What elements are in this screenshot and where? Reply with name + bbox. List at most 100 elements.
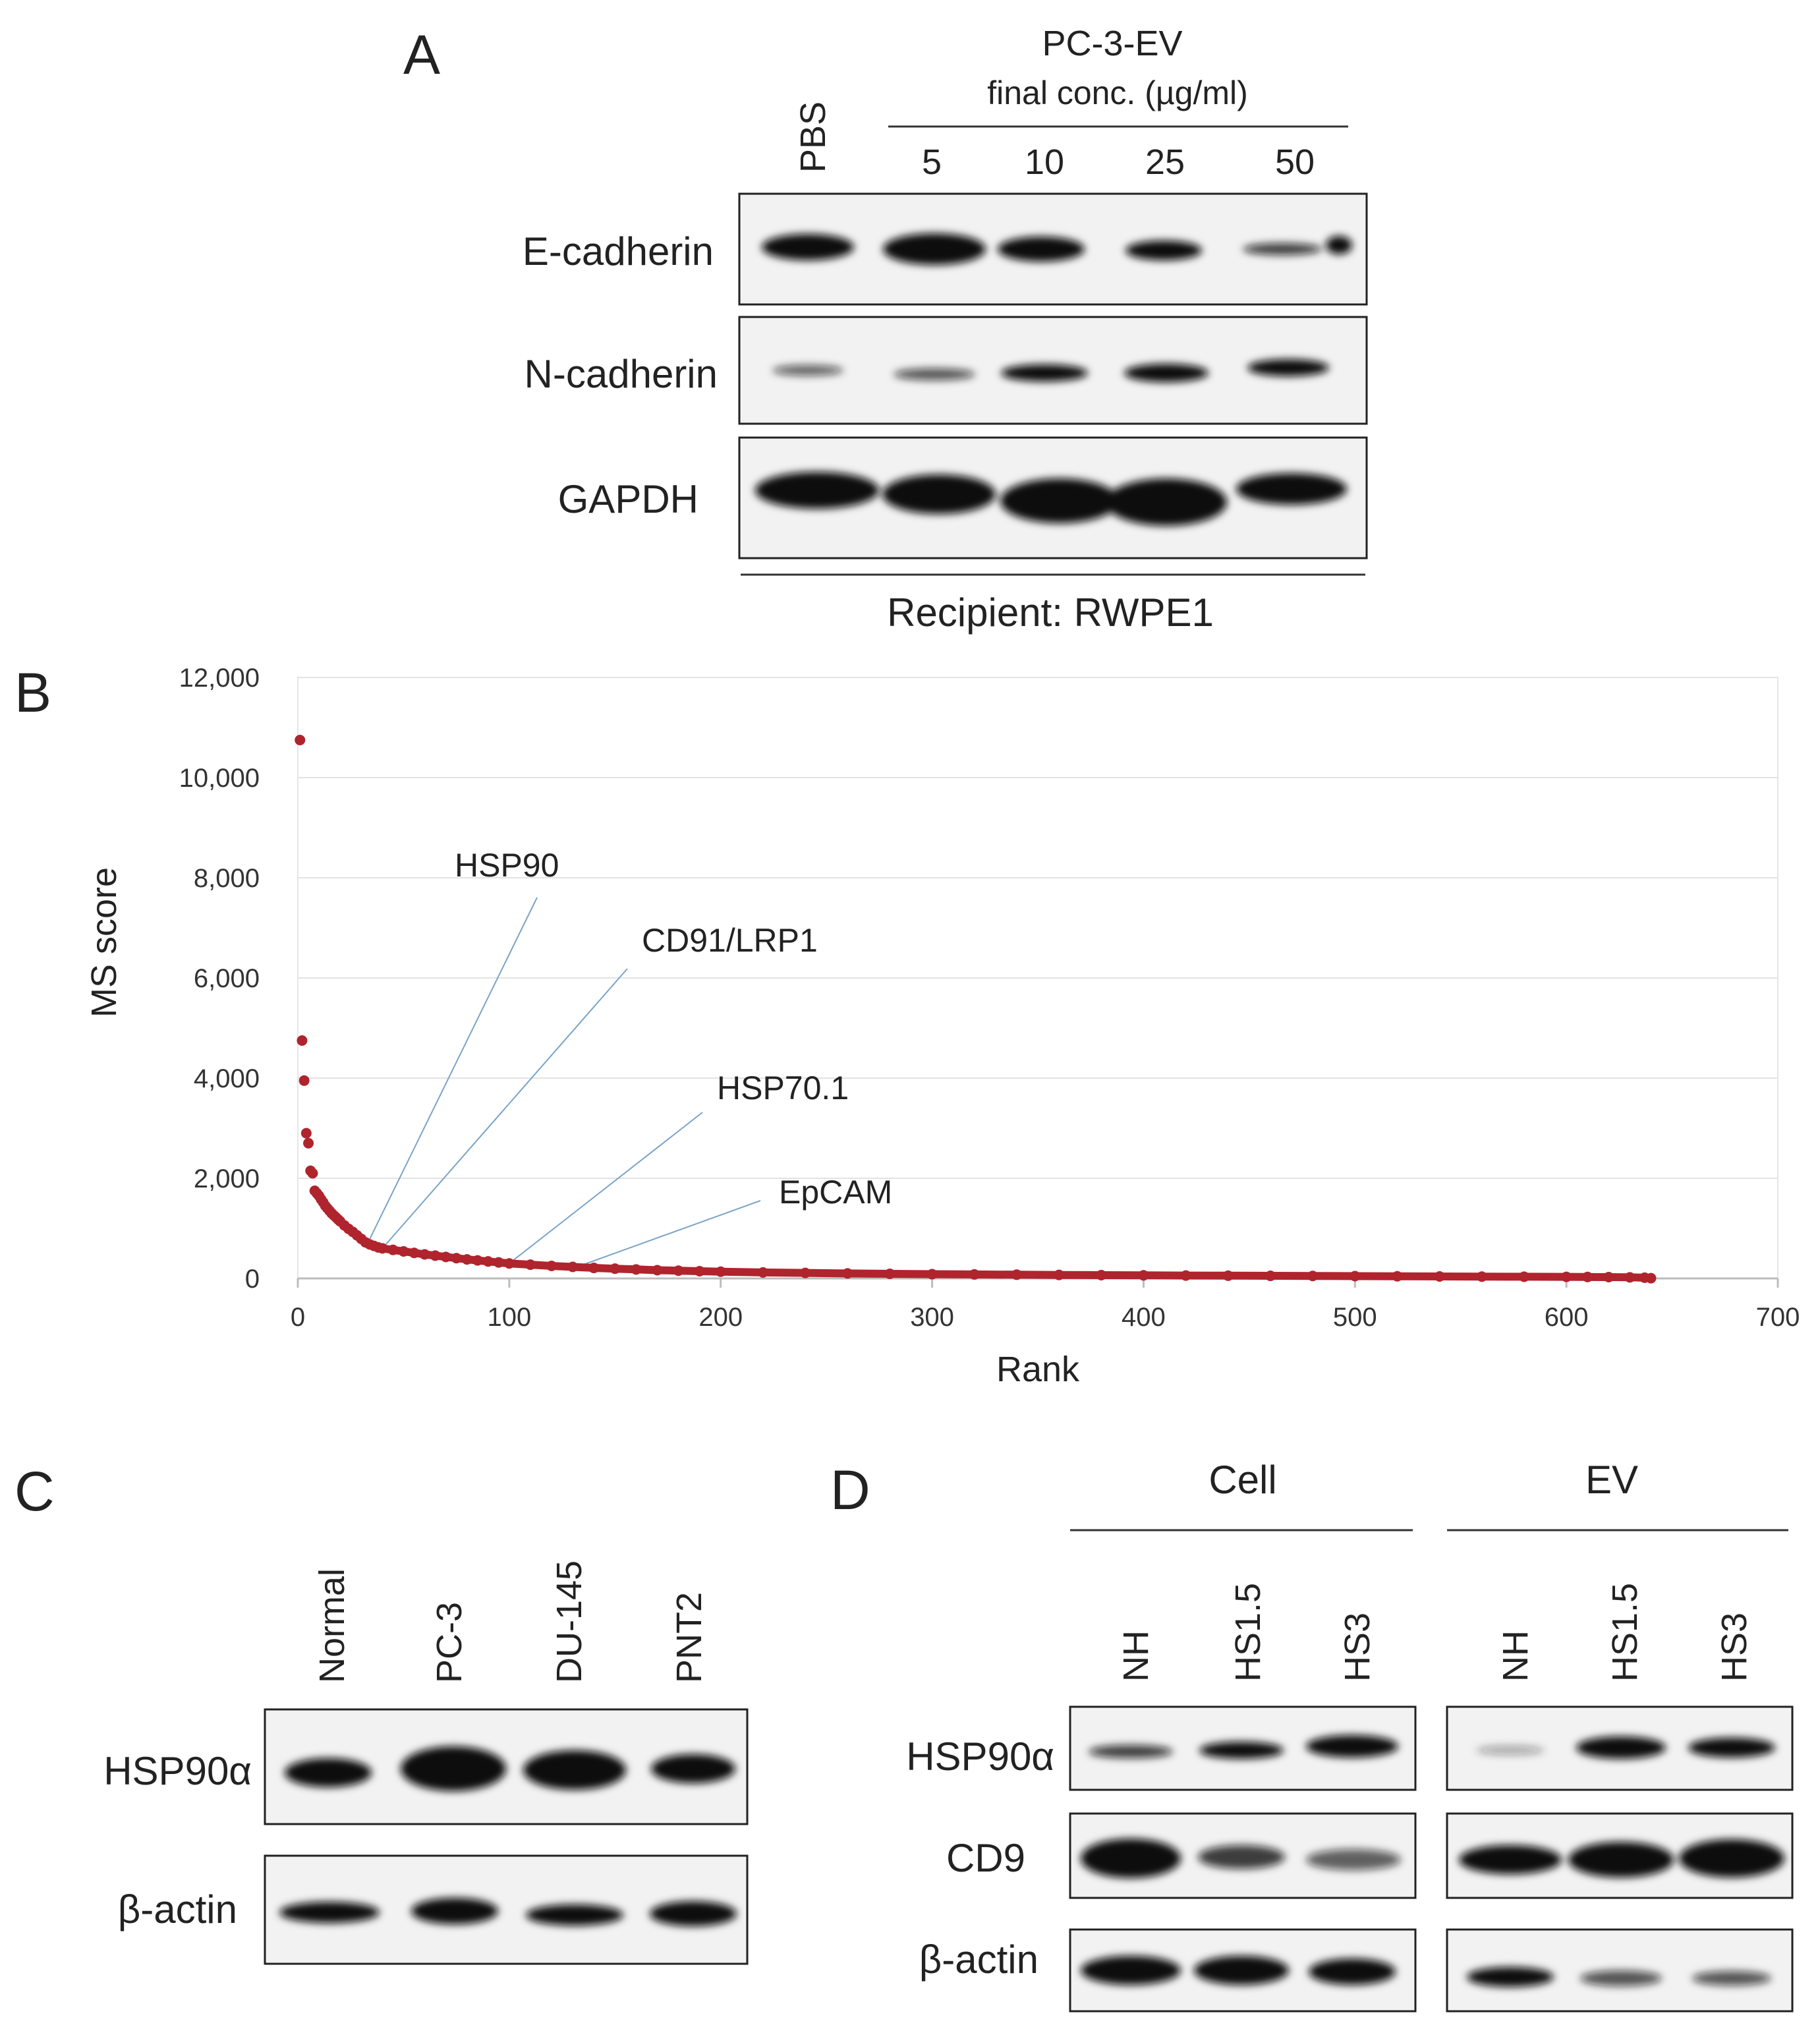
band <box>1124 364 1209 382</box>
data-point <box>461 1254 472 1265</box>
band <box>772 365 843 376</box>
band <box>883 233 986 265</box>
y-tick-label: 4,000 <box>194 1064 260 1093</box>
data-point <box>1582 1271 1593 1282</box>
x-tick-label: 500 <box>1333 1303 1377 1332</box>
panel-d-row-bactin: β-actin <box>919 1937 1038 1982</box>
data-point <box>884 1269 896 1280</box>
band <box>1089 1745 1173 1758</box>
y-tick-label: 0 <box>245 1265 260 1294</box>
panel-c-letter: C <box>14 1460 55 1522</box>
panel-c: C Normal PC-3 DU-145 PNT2 HSP90α β-actin <box>14 1460 749 1965</box>
data-point <box>493 1257 504 1268</box>
band <box>1247 359 1329 376</box>
panel-d-lane-cell-nh: NH <box>1116 1630 1156 1682</box>
data-point <box>588 1263 600 1274</box>
data-point <box>631 1264 642 1275</box>
data-point <box>546 1261 557 1271</box>
band <box>1081 1956 1181 1985</box>
panel-c-lane-du145: DU-145 <box>550 1560 589 1683</box>
band <box>1001 364 1088 382</box>
y-axis-title: MS score <box>84 867 124 1017</box>
data-point <box>1011 1269 1022 1280</box>
panel-a-lane-50: 50 <box>1275 142 1315 182</box>
x-tick-label: 600 <box>1545 1303 1589 1332</box>
data-point <box>969 1269 980 1280</box>
panel-a-lane-10: 10 <box>1025 142 1064 182</box>
annotation-label: HSP70.1 <box>717 1070 849 1106</box>
data-point <box>715 1266 726 1277</box>
data-point <box>1307 1271 1319 1282</box>
panel-d-lane-cell-hs3: HS3 <box>1338 1613 1377 1682</box>
panel-c-lane-pnt2: PNT2 <box>669 1592 709 1683</box>
data-point <box>299 1075 310 1086</box>
data-point <box>297 1035 308 1046</box>
data-point <box>1096 1269 1107 1280</box>
panel-a-subheader: final conc. (µg/ml) <box>987 74 1248 111</box>
band <box>1194 1956 1289 1985</box>
data-point <box>652 1265 663 1276</box>
panel-a-header: PC-3-EV <box>1042 24 1182 63</box>
panel-c-row-hsp90a: HSP90α <box>103 1749 252 1793</box>
data-point <box>1265 1271 1276 1282</box>
panel-d-row-hsp90a: HSP90α <box>906 1734 1054 1779</box>
panel-d-lane-cell-hs15: HS1.5 <box>1228 1583 1268 1682</box>
data-point <box>757 1267 768 1278</box>
y-tick-label: 8,000 <box>194 864 260 893</box>
band <box>1243 243 1322 255</box>
data-point <box>800 1267 811 1278</box>
band <box>285 1758 372 1787</box>
data-point <box>1054 1269 1065 1280</box>
data-point <box>430 1250 441 1261</box>
data-point <box>503 1258 515 1269</box>
x-tick-label: 0 <box>291 1303 305 1332</box>
data-point <box>525 1259 536 1271</box>
band <box>1306 1735 1398 1758</box>
data-point <box>1180 1270 1191 1281</box>
data-point <box>419 1249 430 1260</box>
band <box>1679 1839 1784 1877</box>
band <box>1306 1849 1401 1870</box>
data-point <box>1603 1272 1614 1283</box>
panel-d: D Cell EV NH HS1.5 HS3 NH HS1.5 HS3 HSP9… <box>830 1458 1794 2013</box>
band <box>651 1754 735 1783</box>
x-axis-title: Rank <box>996 1350 1080 1389</box>
band <box>1326 236 1352 254</box>
annotation-leader <box>366 897 538 1244</box>
annotation-leader <box>577 1200 761 1268</box>
band <box>882 474 996 514</box>
band <box>523 1750 626 1790</box>
band <box>1467 1967 1554 1987</box>
ms-score-chart: 0 2,000 4,000 6,000 8,000 10,000 12,000 0 100 200… <box>84 664 1800 1389</box>
x-tick-label: 300 <box>910 1303 954 1332</box>
data-point <box>377 1243 388 1254</box>
data-point <box>307 1168 318 1179</box>
band <box>1106 478 1227 526</box>
ranking-curve <box>310 1187 1655 1282</box>
annotation-label: HSP90 <box>455 847 559 884</box>
panel-a-row-ecadherin: E-cadherin <box>523 229 714 273</box>
band <box>650 1901 737 1926</box>
panel-a: A PC-3-EV final conc. (µg/ml) PBS 5 10 2… <box>403 24 1368 635</box>
annotation-label: EpCAM <box>779 1174 892 1211</box>
data-point <box>300 1128 312 1139</box>
band <box>279 1902 380 1923</box>
band <box>762 234 854 260</box>
band <box>1459 1845 1562 1874</box>
data-point <box>694 1265 705 1276</box>
panel-a-lane-5: 5 <box>922 142 942 182</box>
y-tick-label: 12,000 <box>179 664 260 693</box>
panel-d-lane-ev-hs3: HS3 <box>1715 1613 1754 1682</box>
data-point <box>567 1261 579 1273</box>
band <box>755 472 879 509</box>
panel-a-lane-25: 25 <box>1145 142 1185 182</box>
panel-d-row-cd9: CD9 <box>946 1836 1025 1880</box>
data-point <box>673 1265 684 1276</box>
band <box>401 1746 506 1791</box>
data-point <box>1350 1271 1361 1282</box>
data-point <box>610 1263 621 1274</box>
x-tick-label: 700 <box>1756 1303 1800 1332</box>
band <box>1000 478 1119 523</box>
x-tick-label: 100 <box>487 1303 531 1332</box>
panel-d-group-cell: Cell <box>1209 1458 1276 1502</box>
